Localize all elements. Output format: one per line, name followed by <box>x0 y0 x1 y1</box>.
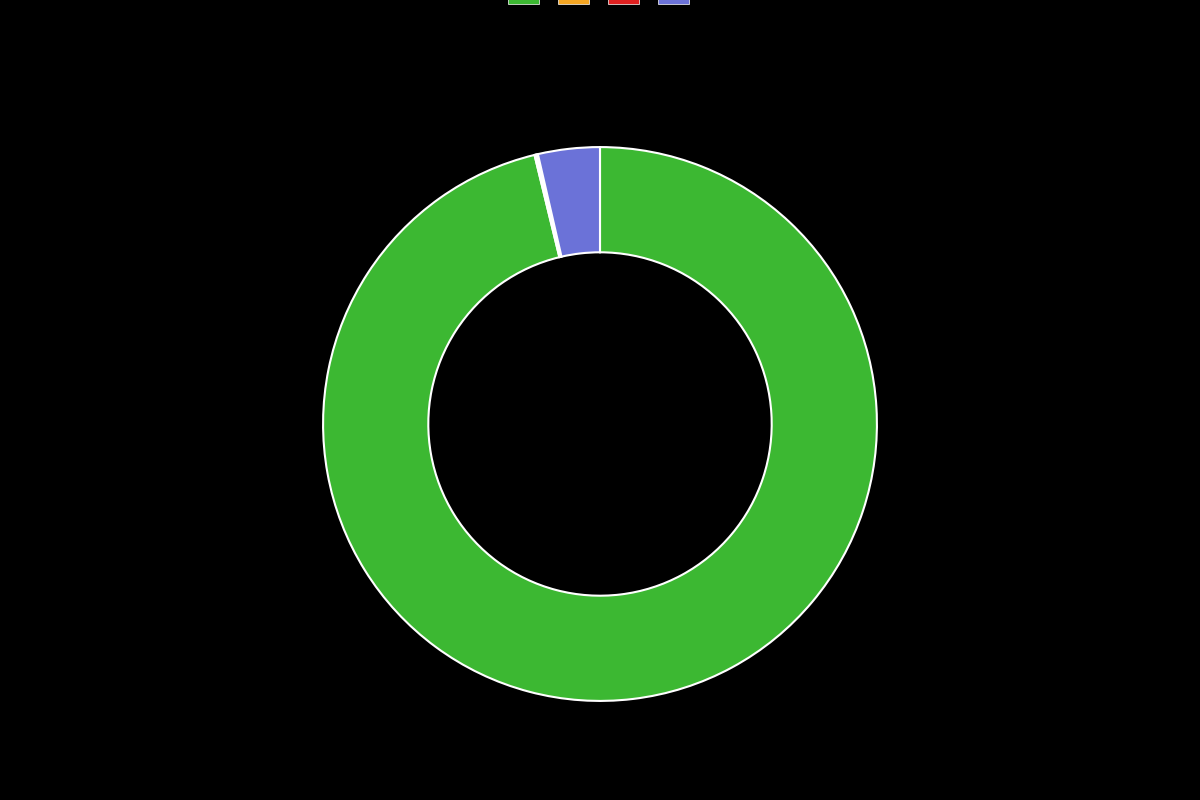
Wedge shape <box>536 154 562 257</box>
Legend: , , , : , , , <box>503 0 697 10</box>
Wedge shape <box>538 147 600 257</box>
Wedge shape <box>323 147 877 701</box>
Wedge shape <box>534 154 560 257</box>
